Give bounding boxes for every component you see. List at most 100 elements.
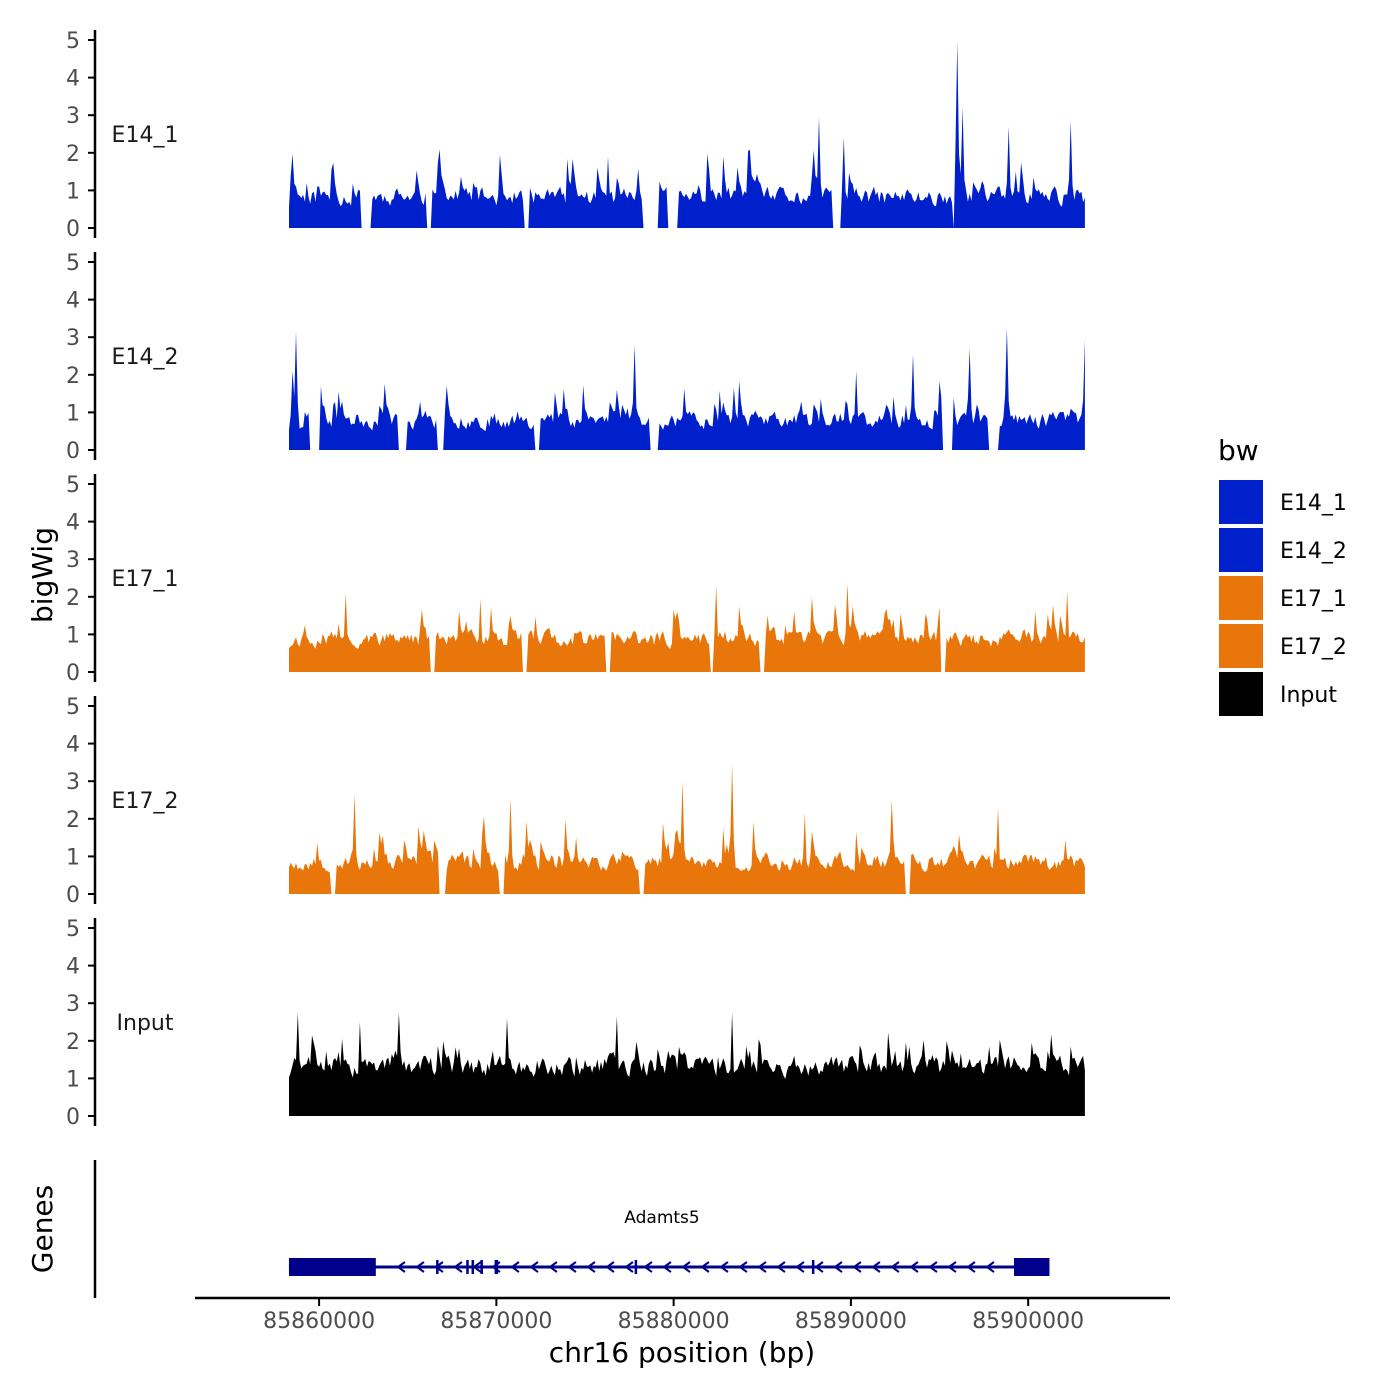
strand-arrow: [643, 1261, 653, 1273]
x-tick-label: 85860000: [263, 1309, 375, 1334]
legend-label: E14_1: [1280, 491, 1347, 516]
y-tick-label: 0: [66, 883, 80, 908]
y-tick-label: 0: [66, 1105, 80, 1130]
legend-swatch: [1219, 672, 1263, 716]
y-tick-label: 4: [66, 733, 80, 758]
legend-title: bw: [1218, 434, 1259, 467]
coverage-area-E14_2: [289, 327, 1085, 450]
gene-exon: [480, 1260, 483, 1274]
strand-arrow: [662, 1261, 672, 1273]
y-tick-label: 4: [66, 289, 80, 314]
coverage-area-Input: [289, 1012, 1085, 1116]
strand-arrow: [567, 1261, 577, 1273]
strand-arrow: [985, 1261, 995, 1273]
strand-arrow: [928, 1261, 938, 1273]
legend-label: Input: [1280, 683, 1337, 708]
x-ticks: 85860000 85870000 85880000 85890000 85900000: [263, 1298, 1084, 1334]
legend-label: E14_2: [1280, 539, 1347, 564]
y-tick-label: 2: [66, 364, 80, 389]
signal-panels: 0 1 2 3 4 5 E14_1 0 1 2 3 4 5 E14_2 0 1 2 3 4 5 E17_1 0 1 2 3 4 5 E…: [66, 29, 1085, 1130]
legend-swatch: [1219, 624, 1263, 668]
y-tick-label: 5: [66, 473, 80, 498]
coverage-area-E17_2: [289, 764, 1085, 894]
gene-exon: [1014, 1258, 1050, 1276]
strand-arrow: [700, 1261, 710, 1273]
x-tick-label: 85870000: [440, 1309, 552, 1334]
track-Input: 0 1 2 3 4 5 Input: [66, 917, 1085, 1130]
legend-swatch: [1219, 480, 1263, 524]
y-tick-label: 2: [66, 586, 80, 611]
legend-item-E14_1: E14_1: [1219, 480, 1347, 524]
track-label: E14_1: [112, 123, 179, 148]
strand-arrow: [548, 1261, 558, 1273]
coverage-area-E17_1: [289, 583, 1085, 672]
y-tick-label: 2: [66, 1030, 80, 1055]
y-axis-title: bigWig: [26, 527, 59, 623]
y-tick-label: 1: [66, 179, 80, 204]
gene-exon: [466, 1260, 469, 1274]
strand-arrow: [453, 1261, 463, 1273]
strand-arrow: [719, 1261, 729, 1273]
y-tick-label: 5: [66, 695, 80, 720]
y-tick-label: 4: [66, 955, 80, 980]
y-tick-label: 3: [66, 548, 80, 573]
track-label: E17_1: [112, 567, 179, 592]
strand-arrow: [833, 1261, 843, 1273]
y-tick-label: 1: [66, 401, 80, 426]
track-E17_1: 0 1 2 3 4 5 E17_1: [66, 473, 1085, 686]
track-E17_2: 0 1 2 3 4 5 E17_2: [66, 695, 1085, 908]
strand-arrow: [624, 1261, 634, 1273]
y-tick-label: 0: [66, 217, 80, 242]
y-tick-label: 2: [66, 142, 80, 167]
x-axis: 85860000 85870000 85880000 85890000 85900000…: [195, 1296, 1170, 1369]
strand-arrow: [852, 1261, 862, 1273]
strand-arrow: [529, 1261, 539, 1273]
legend-item-Input: Input: [1219, 672, 1337, 716]
legend-swatch: [1219, 528, 1263, 572]
y-tick-label: 1: [66, 1067, 80, 1092]
strand-arrow: [947, 1261, 957, 1273]
strand-arrow: [605, 1261, 615, 1273]
gene-exon: [494, 1260, 499, 1274]
legend-item-E14_2: E14_2: [1219, 528, 1347, 572]
genes-panel: Genes Adamts5: [26, 1160, 1050, 1298]
y-tick-label: 0: [66, 661, 80, 686]
y-tick-label: 4: [66, 511, 80, 536]
track-label: Input: [117, 1011, 174, 1036]
y-tick-label: 2: [66, 808, 80, 833]
y-tick-label: 4: [66, 67, 80, 92]
strand-arrow: [681, 1261, 691, 1273]
y-tick-label: 3: [66, 770, 80, 795]
track-label: E17_2: [112, 789, 179, 814]
track-label: E14_2: [112, 345, 179, 370]
y-tick-label: 5: [66, 29, 80, 54]
strand-arrow: [871, 1261, 881, 1273]
strand-arrow: [396, 1261, 406, 1273]
strand-arrow: [776, 1261, 786, 1273]
gene-track: [288, 1258, 1050, 1276]
legend-item-E17_1: E17_1: [1219, 576, 1347, 620]
y-tick-label: 0: [66, 439, 80, 464]
genes-title: Genes: [26, 1185, 59, 1273]
gene-exon: [634, 1260, 638, 1274]
y-tick-label: 1: [66, 845, 80, 870]
strand-arrow: [415, 1261, 425, 1273]
legend-swatch: [1219, 576, 1263, 620]
gene-exon: [288, 1258, 376, 1276]
strand-arrow: [738, 1261, 748, 1273]
strand-arrow: [586, 1261, 596, 1273]
y-tick-label: 3: [66, 992, 80, 1017]
strand-arrow: [434, 1261, 444, 1273]
x-tick-label: 85900000: [972, 1309, 1084, 1334]
legend: bw E14_1 E14_2 E17_1 E17_2 Input: [1218, 434, 1347, 716]
strand-arrow: [795, 1261, 805, 1273]
coverage-area-E14_1: [289, 41, 1085, 229]
legend-items: E14_1 E14_2 E17_1 E17_2 Input: [1219, 480, 1347, 716]
strand-arrow: [909, 1261, 919, 1273]
y-tick-label: 5: [66, 251, 80, 276]
legend-label: E17_2: [1280, 635, 1347, 660]
gene-exon: [436, 1260, 439, 1274]
track-E14_2: 0 1 2 3 4 5 E14_2: [66, 251, 1085, 464]
x-tick-label: 85890000: [795, 1309, 907, 1334]
